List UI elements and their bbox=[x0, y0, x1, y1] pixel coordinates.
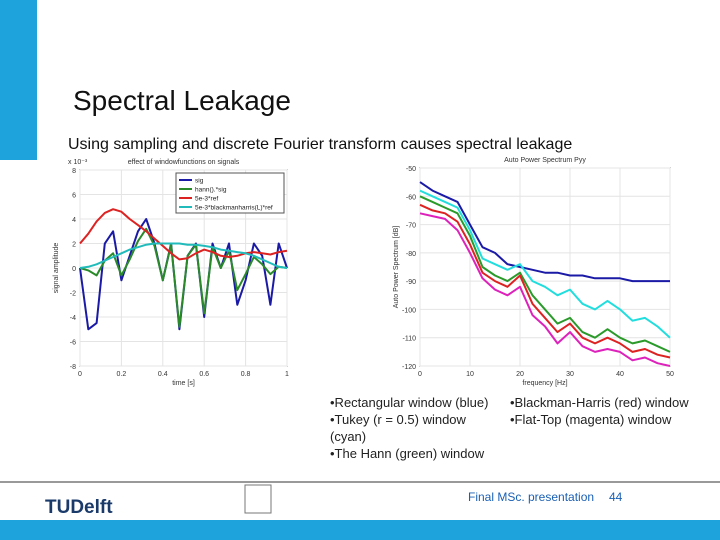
y-tick-label: -90 bbox=[406, 279, 416, 286]
x-tick-label: 50 bbox=[666, 371, 674, 378]
multiplier: x 10⁻³ bbox=[68, 159, 88, 166]
legend-label: 5e-3*blackmanharris(L)*ref bbox=[195, 205, 273, 212]
y-tick-label: 0 bbox=[72, 266, 76, 273]
x-axis-label: frequency [Hz] bbox=[522, 380, 567, 387]
page-number: 44 bbox=[609, 490, 623, 504]
chart-title: effect of windowfunctions on signals bbox=[128, 159, 240, 166]
y-tick-label: 6 bbox=[72, 193, 76, 200]
x-tick-label: 0.4 bbox=[158, 371, 168, 378]
x-tick-label: 30 bbox=[566, 371, 574, 378]
y-axis-label: signal amplitude bbox=[53, 243, 60, 294]
plot-area bbox=[419, 167, 671, 367]
bullets-left: •Rectangular window (blue) •Tukey (r = 0… bbox=[330, 394, 505, 462]
slide-subtitle: Using sampling and discrete Fourier tran… bbox=[68, 136, 572, 153]
footer-text: Final MSc. presentation bbox=[468, 490, 594, 504]
mc-logo bbox=[244, 484, 272, 514]
x-tick-label: 1 bbox=[285, 371, 289, 378]
x-tick-label: 0.6 bbox=[199, 371, 209, 378]
y-tick-label: -8 bbox=[70, 364, 76, 371]
x-tick-label: 0 bbox=[78, 371, 82, 378]
series-line bbox=[419, 212, 671, 367]
y-tick-label: -4 bbox=[70, 315, 76, 322]
series-line bbox=[419, 203, 671, 359]
bullet: •Flat-Top (magenta) window bbox=[510, 412, 672, 427]
y-tick-label: -120 bbox=[402, 364, 416, 371]
series-line bbox=[79, 242, 288, 269]
y-tick-label: -110 bbox=[403, 336, 417, 343]
legend-box bbox=[175, 172, 285, 214]
y-tick-label: 2 bbox=[72, 242, 76, 249]
bullets-right: •Blackman-Harris (red) window •Flat-Top … bbox=[510, 394, 700, 428]
x-tick-label: 0.8 bbox=[241, 371, 251, 378]
y-tick-label: 8 bbox=[72, 168, 76, 175]
y-tick-label: -100 bbox=[402, 307, 416, 314]
legend-label: hann().*sig bbox=[195, 187, 227, 194]
y-tick-label: -70 bbox=[406, 223, 416, 230]
bullet: •Tukey (r = 0.5) window (cyan) bbox=[330, 412, 466, 444]
series-line bbox=[79, 208, 288, 261]
x-tick-label: 0.2 bbox=[117, 371, 127, 378]
x-tick-label: 10 bbox=[466, 371, 474, 378]
logo: TUDelft bbox=[45, 497, 113, 518]
series-line bbox=[419, 195, 671, 353]
legend-label: sig bbox=[195, 178, 204, 185]
y-tick-label: 4 bbox=[72, 217, 76, 224]
y-tick-label: -60 bbox=[406, 194, 416, 201]
series-line bbox=[419, 189, 671, 339]
x-tick-label: 20 bbox=[516, 371, 524, 378]
slide-title: Spectral Leakage bbox=[73, 85, 291, 116]
x-tick-label: 40 bbox=[616, 371, 624, 378]
footer-bar bbox=[0, 520, 720, 540]
chart-title: Auto Power Spectrum Pyy bbox=[504, 157, 586, 164]
bullet: •Blackman-Harris (red) window bbox=[510, 395, 689, 410]
y-tick-label: -50 bbox=[406, 166, 416, 173]
y-axis-label: Auto Power Spectrum [dB] bbox=[393, 226, 400, 309]
y-tick-label: -2 bbox=[70, 291, 76, 298]
x-axis-label: time [s] bbox=[172, 380, 195, 387]
bullet: •The Hann (green) window bbox=[330, 446, 485, 461]
y-tick-label: -80 bbox=[406, 251, 416, 258]
x-tick-label: 0 bbox=[418, 371, 422, 378]
y-tick-label: -6 bbox=[70, 340, 76, 347]
bullet: •Rectangular window (blue) bbox=[330, 395, 489, 410]
accent-bar bbox=[0, 0, 37, 160]
legend-label: 5e-3*ref bbox=[195, 196, 218, 203]
series-line bbox=[419, 181, 670, 283]
